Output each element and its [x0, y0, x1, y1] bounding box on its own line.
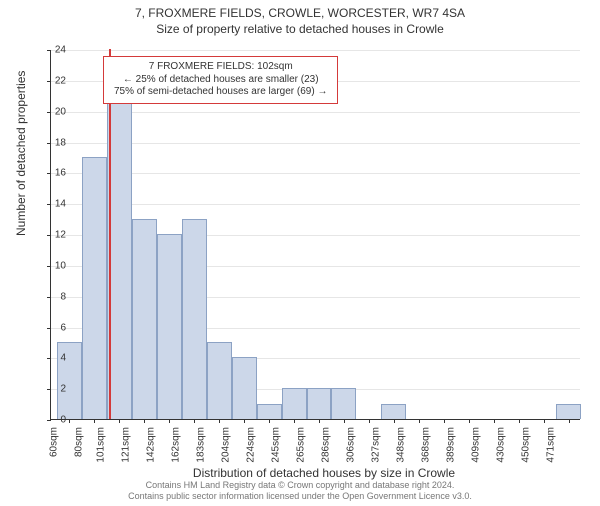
- xtick-label: 121sqm: [121, 427, 132, 463]
- xtick-label: 450sqm: [520, 427, 531, 463]
- ytick-label: 8: [60, 291, 66, 302]
- xtick-label: 286sqm: [321, 427, 332, 463]
- xtick-label: 409sqm: [470, 427, 481, 463]
- x-axis-label: Distribution of detached houses by size …: [24, 466, 600, 480]
- xtick-mark: [569, 419, 570, 423]
- xtick-mark: [444, 419, 445, 423]
- ytick-mark: [47, 173, 51, 174]
- histogram-bar: [157, 234, 182, 419]
- xtick-label: 60sqm: [49, 427, 60, 457]
- xtick-label: 162sqm: [171, 427, 182, 463]
- xtick-mark: [519, 419, 520, 423]
- xtick-mark: [494, 419, 495, 423]
- xtick-label: 80sqm: [74, 427, 85, 457]
- property-marker-line: [109, 49, 111, 419]
- ytick-label: 2: [60, 384, 66, 395]
- xtick-mark: [94, 419, 95, 423]
- xtick-mark: [469, 419, 470, 423]
- ytick-mark: [47, 50, 51, 51]
- xtick-mark: [69, 419, 70, 423]
- xtick-mark: [394, 419, 395, 423]
- chart-title-main: 7, FROXMERE FIELDS, CROWLE, WORCESTER, W…: [0, 6, 600, 20]
- xtick-label: 327sqm: [371, 427, 382, 463]
- xtick-label: 183sqm: [196, 427, 207, 463]
- histogram-bar: [132, 219, 157, 419]
- footer-line1: Contains HM Land Registry data © Crown c…: [0, 480, 600, 491]
- xtick-mark: [369, 419, 370, 423]
- histogram-bar: [381, 404, 406, 419]
- xtick-label: 265sqm: [296, 427, 307, 463]
- ytick-label: 20: [55, 106, 66, 117]
- xtick-mark: [169, 419, 170, 423]
- ytick-label: 16: [55, 168, 66, 179]
- ytick-mark: [47, 358, 51, 359]
- property-callout: 7 FROXMERE FIELDS: 102sqm← 25% of detach…: [103, 56, 338, 104]
- ytick-mark: [47, 235, 51, 236]
- xtick-label: 306sqm: [346, 427, 357, 463]
- xtick-label: 142sqm: [146, 427, 157, 463]
- xtick-mark: [544, 419, 545, 423]
- histogram-bar: [82, 157, 107, 419]
- ytick-label: 12: [55, 230, 66, 241]
- footer-attribution: Contains HM Land Registry data © Crown c…: [0, 480, 600, 502]
- xtick-mark: [319, 419, 320, 423]
- ytick-mark: [47, 297, 51, 298]
- xtick-mark: [294, 419, 295, 423]
- ytick-mark: [47, 143, 51, 144]
- xtick-mark: [344, 419, 345, 423]
- ytick-mark: [47, 389, 51, 390]
- xtick-label: 368sqm: [420, 427, 431, 463]
- ytick-label: 4: [60, 353, 66, 364]
- callout-line3: 75% of semi-detached houses are larger (…: [114, 86, 327, 99]
- ytick-label: 14: [55, 199, 66, 210]
- ytick-mark: [47, 112, 51, 113]
- histogram-bar: [282, 388, 307, 419]
- histogram-bar: [257, 404, 282, 419]
- xtick-mark: [419, 419, 420, 423]
- histogram-bar: [182, 219, 207, 419]
- xtick-mark: [269, 419, 270, 423]
- xtick-label: 101sqm: [96, 427, 107, 463]
- y-axis-label: Number of detached properties: [14, 71, 28, 236]
- histogram-bar: [232, 357, 257, 419]
- histogram-bar: [207, 342, 232, 419]
- ytick-mark: [47, 266, 51, 267]
- ytick-mark: [47, 81, 51, 82]
- ytick-label: 24: [55, 45, 66, 56]
- ytick-label: 22: [55, 75, 66, 86]
- ytick-label: 10: [55, 260, 66, 271]
- histogram-bar: [307, 388, 332, 419]
- xtick-mark: [219, 419, 220, 423]
- callout-line1: 7 FROXMERE FIELDS: 102sqm: [114, 61, 327, 74]
- ytick-mark: [47, 328, 51, 329]
- xtick-mark: [119, 419, 120, 423]
- ytick-label: 6: [60, 322, 66, 333]
- histogram-bar: [556, 404, 581, 419]
- plot-region: 60sqm80sqm101sqm121sqm142sqm162sqm183sqm…: [50, 50, 580, 420]
- xtick-label: 204sqm: [221, 427, 232, 463]
- xtick-label: 471sqm: [545, 427, 556, 463]
- ytick-label: 18: [55, 137, 66, 148]
- footer-line2: Contains public sector information licen…: [0, 491, 600, 502]
- chart-title-sub: Size of property relative to detached ho…: [0, 22, 600, 36]
- xtick-label: 224sqm: [246, 427, 257, 463]
- xtick-label: 430sqm: [495, 427, 506, 463]
- xtick-label: 389sqm: [445, 427, 456, 463]
- xtick-mark: [244, 419, 245, 423]
- gridline-h: [51, 50, 580, 51]
- xtick-label: 245sqm: [271, 427, 282, 463]
- histogram-bar: [331, 388, 356, 419]
- ytick-mark: [47, 420, 51, 421]
- xtick-mark: [144, 419, 145, 423]
- ytick-mark: [47, 204, 51, 205]
- callout-line2: ← 25% of detached houses are smaller (23…: [114, 74, 327, 87]
- xtick-label: 348sqm: [396, 427, 407, 463]
- chart-area: 60sqm80sqm101sqm121sqm142sqm162sqm183sqm…: [50, 50, 580, 420]
- xtick-mark: [194, 419, 195, 423]
- ytick-label: 0: [60, 415, 66, 426]
